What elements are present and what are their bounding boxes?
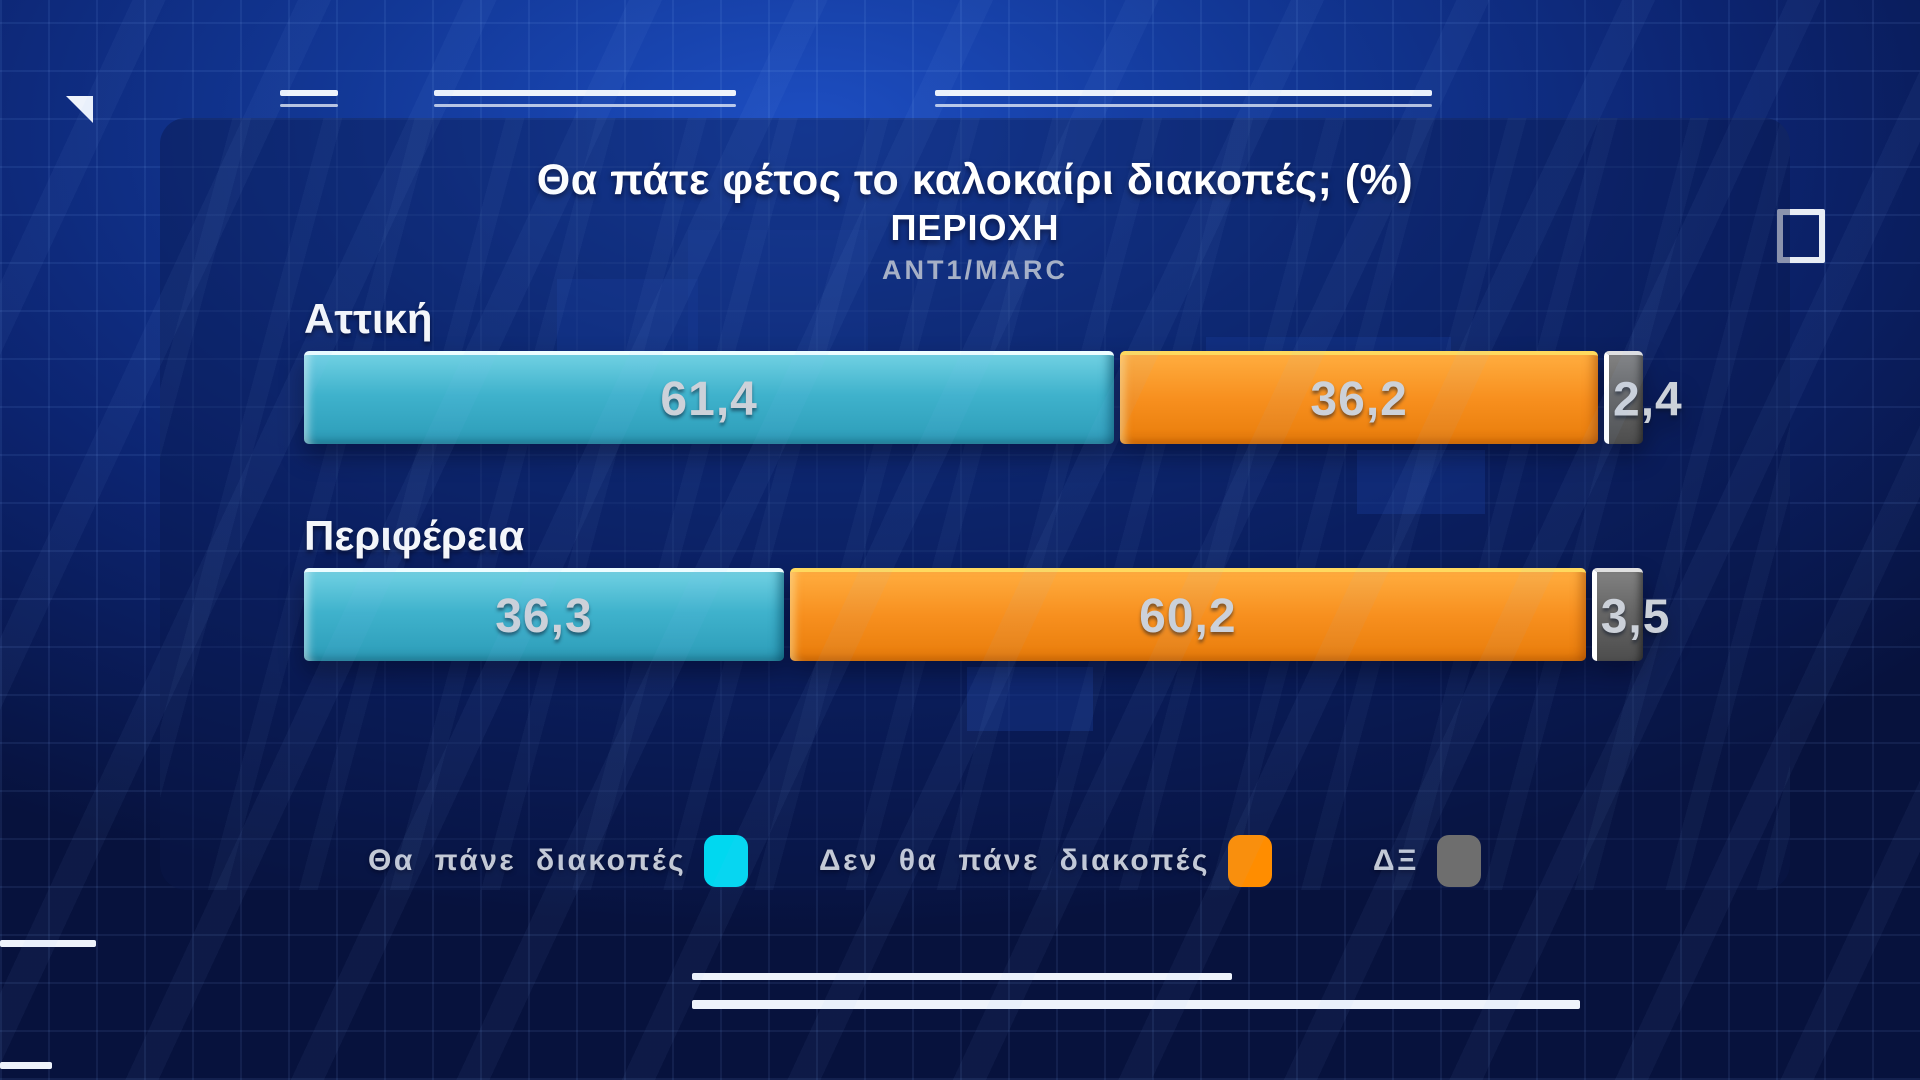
bar-segment-vacation-no: 60,2: [789, 568, 1586, 661]
category-label: Αττική: [304, 295, 433, 342]
top-line-decoration: [280, 90, 338, 96]
legend-swatch-gray: [1436, 835, 1481, 887]
bottom-line-decoration: [0, 940, 96, 947]
chart-title: Θα πάτε φέτος το καλοκαίρι διακοπές; (%): [536, 156, 1414, 204]
chart-subtitle: ΠΕΡΙΟΧΗ: [890, 207, 1060, 249]
top-line-decoration: [434, 104, 736, 107]
legend-label: ΔΞ: [1373, 844, 1419, 877]
chart-panel: Θα πάτε φέτος το καλοκαίρι διακοπές; (%)…: [160, 118, 1790, 890]
background-rect-decoration: [688, 230, 868, 350]
segment-value-label: 61,4: [660, 373, 758, 426]
segment-value-label: 60,2: [1139, 590, 1237, 643]
legend-swatch-orange: [1227, 835, 1272, 887]
square-outline-decoration: [1777, 209, 1825, 263]
top-line-decoration: [434, 90, 736, 96]
segment-value-label: 36,3: [495, 590, 593, 643]
legend-label: Δεν θα πάνε διακοπές: [819, 844, 1210, 877]
bar-row: Αττική 61,4 36,2 2,4: [304, 295, 1682, 444]
background-rect-decoration: [967, 667, 1093, 731]
bar-row: Περιφέρεια 36,3 60,2 3,5: [304, 512, 1669, 661]
legend-item-vacation-yes: Θα πάνε διακοπές: [368, 834, 749, 888]
bottom-line-decoration: [0, 1062, 52, 1069]
segment-value-label: 36,2: [1310, 373, 1408, 426]
segment-value-label: 3,5: [1600, 590, 1671, 643]
segment-value-label: 2,4: [1613, 373, 1683, 426]
top-line-decoration: [935, 104, 1432, 107]
legend-swatch-cyan: [704, 835, 749, 887]
bottom-line-decoration: [692, 1000, 1580, 1009]
bar-segment-dont-know: 3,5: [1591, 568, 1669, 661]
top-line-decoration: [935, 90, 1432, 96]
legend-item-dont-know: ΔΞ: [1373, 834, 1481, 888]
corner-triangle-decoration: [66, 96, 93, 123]
chart-header: Θα πάτε φέτος το καλοκαίρι διακοπές; (%)…: [160, 156, 1790, 286]
legend-label: Θα πάνε διακοπές: [368, 844, 687, 877]
poll-source-label: ANT1/MARC: [882, 254, 1068, 285]
stacked-bar: 61,4 36,2 2,4: [304, 351, 1682, 444]
category-label: Περιφέρεια: [304, 512, 525, 559]
bar-segment-vacation-yes: 61,4: [304, 351, 1115, 444]
bar-segment-dont-know: 2,4: [1604, 351, 1682, 444]
top-line-decoration: [280, 104, 338, 107]
bar-segment-vacation-yes: 36,3: [304, 568, 784, 661]
background-rect-decoration: [1357, 450, 1485, 514]
legend-item-vacation-no: Δεν θα πάνε διακοπές: [819, 834, 1272, 888]
stacked-bar: 36,3 60,2 3,5: [304, 568, 1669, 661]
bar-segment-vacation-no: 36,2: [1120, 351, 1598, 444]
bottom-line-decoration: [692, 973, 1232, 980]
